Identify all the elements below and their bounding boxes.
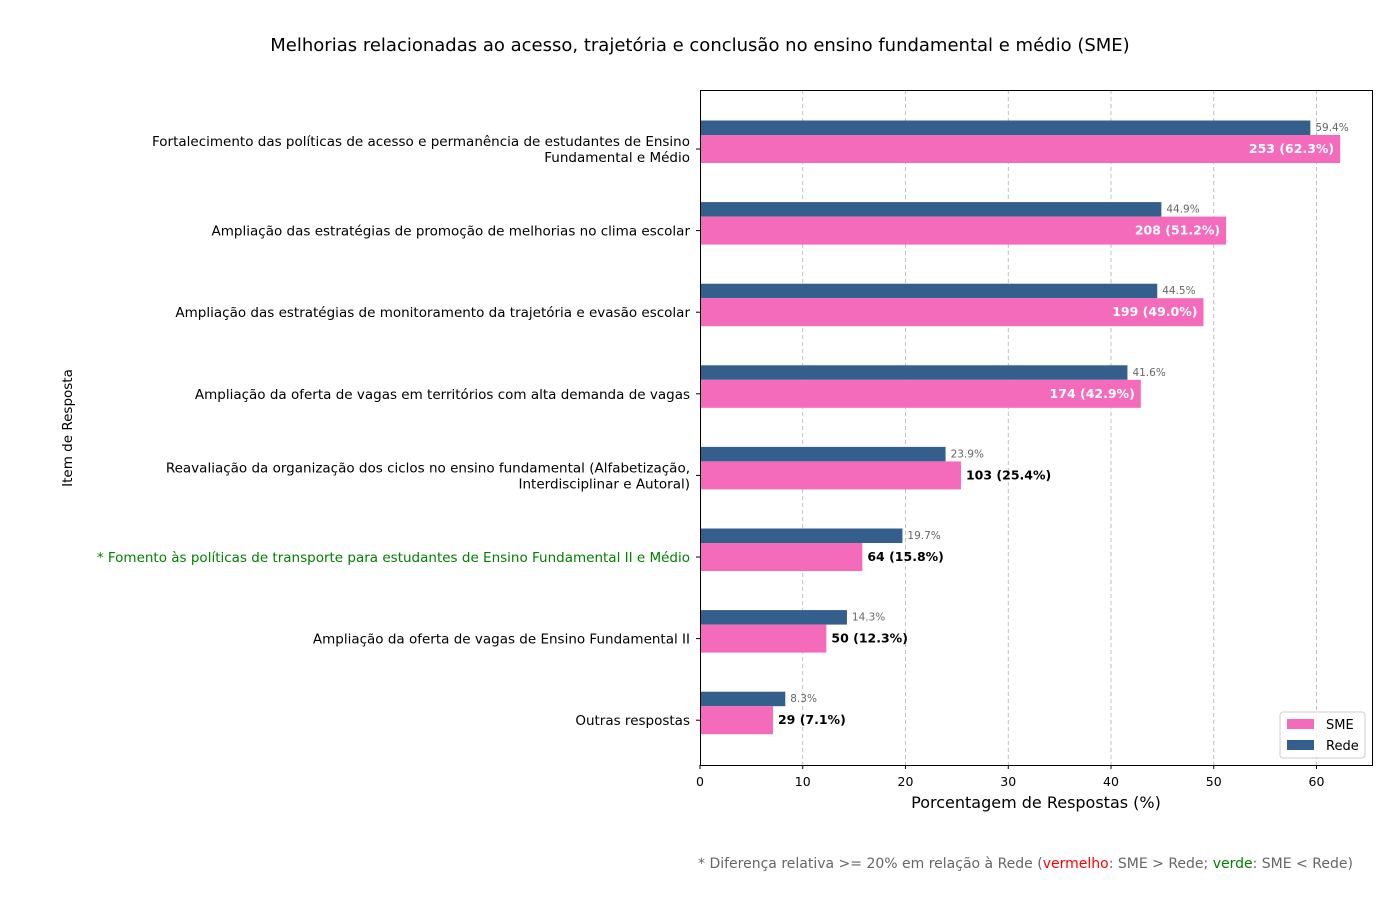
sme-bar bbox=[700, 706, 773, 735]
category-label: Reavaliação da organização dos ciclos no… bbox=[166, 460, 690, 476]
legend-label: SME bbox=[1326, 718, 1354, 733]
sme-bar bbox=[700, 379, 1141, 408]
legend-swatch bbox=[1287, 740, 1314, 750]
rede-value-label: 41.6% bbox=[1132, 367, 1165, 379]
category-label: Ampliação das estratégias de monitoramen… bbox=[175, 305, 690, 321]
x-tick-label: 40 bbox=[1103, 774, 1119, 789]
rede-value-label: 14.3% bbox=[852, 612, 885, 624]
footnote-red-word: vermelho bbox=[1042, 856, 1109, 872]
x-tick-label: 0 bbox=[696, 774, 704, 789]
y-axis-categories: Fortalecimento das políticas de acesso e… bbox=[97, 134, 700, 729]
category-label: Ampliação da oferta de vagas em territór… bbox=[195, 387, 690, 403]
rede-value-label: 44.9% bbox=[1166, 204, 1199, 216]
legend-swatch bbox=[1287, 719, 1314, 729]
rede-value-label: 19.7% bbox=[907, 530, 940, 542]
footnote-text-1: * Diferença relativa >= 20% em relação à… bbox=[698, 856, 1043, 872]
sme-bar bbox=[700, 298, 1204, 327]
category-label: Ampliação das estratégias de promoção de… bbox=[212, 224, 691, 240]
x-tick-label: 20 bbox=[898, 774, 914, 789]
rede-bar bbox=[700, 528, 903, 543]
x-axis-ticks: 0 10 20 30 40 50 60 bbox=[696, 765, 1325, 789]
bars-group: 59.4% 253 (62.3%) 44.9% 208 (51.2%) 44.5% 199… bbox=[700, 120, 1349, 735]
footnote-green-word: verde bbox=[1212, 856, 1253, 872]
sme-value-label: 64 (15.8%) bbox=[867, 549, 944, 564]
rede-bar bbox=[700, 365, 1128, 380]
category-label: Fortalecimento das políticas de acesso e… bbox=[152, 134, 690, 150]
x-tick-label: 30 bbox=[1000, 774, 1016, 789]
category-label: Fundamental e Médio bbox=[544, 150, 690, 166]
rede-value-label: 8.3% bbox=[790, 693, 817, 705]
sme-bar bbox=[700, 543, 863, 571]
sme-value-label: 253 (62.3%) bbox=[1249, 141, 1334, 156]
legend: SME Rede bbox=[1279, 711, 1366, 759]
legend-label: Rede bbox=[1326, 739, 1359, 754]
category-label: * Fomento às políticas de transporte par… bbox=[97, 550, 690, 566]
sme-value-label: 29 (7.1%) bbox=[778, 712, 846, 727]
x-axis-label: Porcentagem de Respostas (%) bbox=[911, 793, 1161, 812]
rede-bar bbox=[700, 283, 1158, 299]
rede-value-label: 59.4% bbox=[1315, 122, 1348, 134]
sme-bar bbox=[700, 461, 961, 490]
sme-value-label: 50 (12.3%) bbox=[831, 631, 908, 646]
category-label: Outras respostas bbox=[575, 713, 690, 729]
x-tick-label: 50 bbox=[1206, 774, 1222, 789]
rede-bar bbox=[700, 202, 1162, 217]
category-label: Ampliação da oferta de vagas de Ensino F… bbox=[313, 632, 690, 648]
footnote-text-3: : SME < Rede) bbox=[1252, 856, 1353, 872]
chart-title: Melhorias relacionadas ao acesso, trajet… bbox=[270, 35, 1129, 56]
footnote: * Diferença relativa >= 20% em relação à… bbox=[698, 856, 1353, 872]
sme-bar bbox=[700, 216, 1227, 245]
sme-value-label: 208 (51.2%) bbox=[1135, 223, 1220, 238]
rede-bar bbox=[700, 446, 946, 462]
sme-bar bbox=[700, 624, 827, 653]
rede-value-label: 44.5% bbox=[1162, 285, 1195, 297]
sme-value-label: 174 (42.9%) bbox=[1050, 386, 1135, 401]
sme-bar bbox=[700, 135, 1341, 163]
rede-bar bbox=[700, 691, 786, 707]
x-gridlines bbox=[802, 90, 1317, 765]
x-tick-label: 60 bbox=[1309, 774, 1325, 789]
sme-value-label: 103 (25.4%) bbox=[966, 467, 1051, 482]
footnote-text-2: : SME > Rede; bbox=[1108, 856, 1213, 872]
sme-value-label: 199 (49.0%) bbox=[1112, 304, 1197, 319]
rede-value-label: 23.9% bbox=[951, 448, 984, 460]
rede-bar bbox=[700, 610, 847, 625]
x-tick-label: 10 bbox=[795, 774, 811, 789]
rede-bar bbox=[700, 120, 1311, 135]
y-axis-label: Item de Resposta bbox=[60, 369, 76, 487]
plot-frame bbox=[700, 90, 1373, 766]
category-label: Interdisciplinar e Autoral) bbox=[519, 476, 691, 492]
